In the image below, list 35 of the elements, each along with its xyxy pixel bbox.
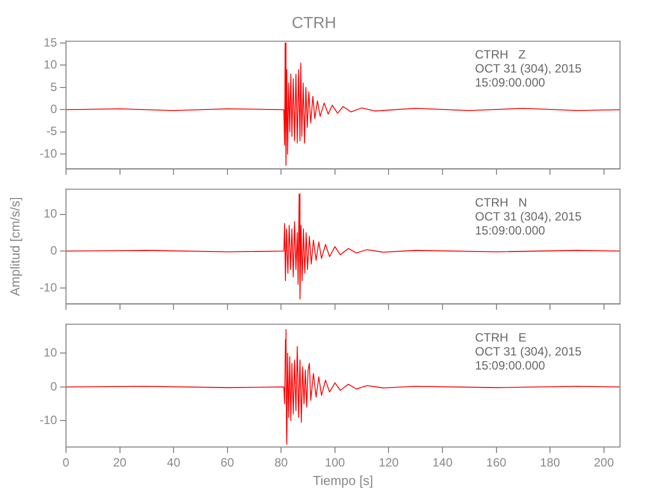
annotation: CTRH E — [475, 330, 526, 345]
y-tick-label: 10 — [44, 206, 58, 221]
x-tick-label: 100 — [324, 456, 346, 470]
x-tick-label: 80 — [274, 456, 288, 470]
annotation: 15:09:00.000 — [475, 76, 546, 90]
x-axis-title: Tiempo [s] — [312, 472, 374, 488]
x-tick-label: 120 — [378, 456, 400, 470]
y-tick-label: -10 — [40, 280, 58, 294]
y-tick-label: -5 — [46, 124, 58, 138]
x-tick-label: 180 — [540, 456, 560, 470]
annotation: OCT 31 (304), 2015 — [475, 62, 582, 76]
y-tick-label: -10 — [40, 146, 58, 160]
x-tick-label: 60 — [220, 456, 234, 470]
annotation: CTRH N — [475, 196, 527, 210]
x-tick-label: 200 — [594, 456, 614, 470]
annotation: 15:09:00.000 — [475, 358, 546, 373]
y-tick-label: 0 — [50, 243, 58, 258]
y-tick-label: 0 — [50, 102, 58, 116]
x-tick-label: 160 — [486, 456, 507, 470]
y-axis-title: Amplitud [cm/s/s] — [7, 197, 22, 296]
chart-title: CTRH — [292, 15, 336, 32]
x-tick-label: 140 — [432, 456, 453, 470]
x-tick-label: 40 — [166, 456, 181, 470]
y-tick-label: 5 — [50, 80, 58, 94]
x-tick-label: 0 — [62, 456, 70, 470]
x-tick-label: 20 — [113, 456, 127, 470]
annotation: OCT 31 (304), 2015 — [475, 344, 582, 359]
y-tick-label: 10 — [44, 58, 58, 72]
y-tick-label: 10 — [44, 346, 58, 360]
y-tick-label: 0 — [50, 379, 58, 394]
annotation: OCT 31 (304), 2015 — [475, 210, 582, 224]
annotation: CTRH Z — [475, 48, 526, 62]
y-tick-label: -10 — [40, 413, 58, 427]
annotation: 15:09:00.000 — [475, 224, 546, 238]
y-tick-label: 15 — [44, 35, 58, 50]
